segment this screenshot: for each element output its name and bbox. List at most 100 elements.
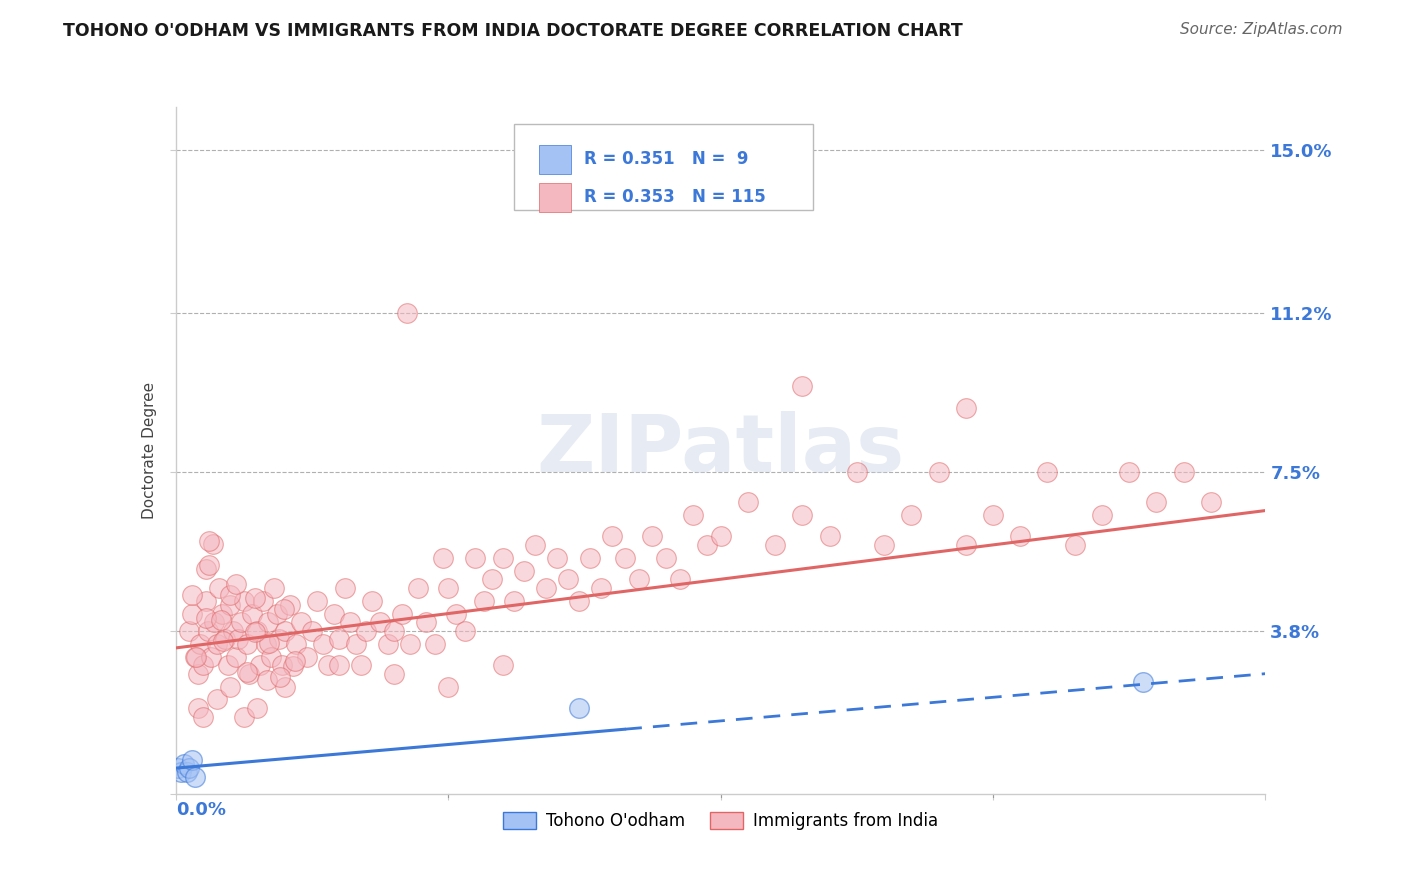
Immigrants from India xyxy=(391,607,413,621)
Immigrants from India xyxy=(281,658,304,673)
Legend: Tohono O'odham, Immigrants from India: Tohono O'odham, Immigrants from India xyxy=(496,805,945,837)
Immigrants from India xyxy=(181,607,204,621)
Immigrants from India xyxy=(981,508,1004,522)
Immigrants from India xyxy=(214,632,236,647)
Immigrants from India xyxy=(382,624,405,638)
Immigrants from India xyxy=(249,658,271,673)
Immigrants from India xyxy=(186,701,209,715)
Immigrants from India xyxy=(219,598,242,612)
Immigrants from India xyxy=(333,581,356,595)
Immigrants from India xyxy=(655,550,678,565)
Tohono O'odham xyxy=(181,753,204,767)
Immigrants from India xyxy=(350,658,373,673)
Immigrants from India xyxy=(307,593,329,607)
Immigrants from India xyxy=(546,550,568,565)
Immigrants from India xyxy=(295,649,318,664)
Immigrants from India xyxy=(225,576,247,591)
Immigrants from India xyxy=(235,637,257,651)
Immigrants from India xyxy=(322,607,344,621)
Immigrants from India xyxy=(818,529,841,543)
Immigrants from India xyxy=(328,632,350,647)
Immigrants from India xyxy=(235,665,257,679)
Immigrants from India xyxy=(472,593,495,607)
Immigrants from India xyxy=(228,632,250,647)
Immigrants from India xyxy=(186,666,209,681)
Immigrants from India xyxy=(252,593,274,607)
Immigrants from India xyxy=(266,607,288,621)
Immigrants from India xyxy=(955,401,977,415)
Immigrants from India xyxy=(696,538,718,552)
Immigrants from India xyxy=(208,581,231,595)
Text: 0.0%: 0.0% xyxy=(176,801,226,819)
Immigrants from India xyxy=(225,649,247,664)
Immigrants from India xyxy=(257,635,280,649)
Immigrants from India xyxy=(446,607,468,621)
Text: R = 0.353   N = 115: R = 0.353 N = 115 xyxy=(585,188,766,206)
Immigrants from India xyxy=(256,673,278,687)
Immigrants from India xyxy=(406,581,429,595)
Immigrants from India xyxy=(179,624,201,638)
Immigrants from India xyxy=(534,581,557,595)
Immigrants from India xyxy=(396,306,419,320)
Tohono O'odham xyxy=(1132,675,1154,690)
Immigrants from India xyxy=(238,666,260,681)
Immigrants from India xyxy=(415,615,437,630)
Immigrants from India xyxy=(955,538,977,552)
Immigrants from India xyxy=(240,607,263,621)
Immigrants from India xyxy=(278,598,301,612)
Immigrants from India xyxy=(368,615,391,630)
Immigrants from India xyxy=(198,558,221,573)
Immigrants from India xyxy=(211,633,233,648)
Immigrants from India xyxy=(269,632,291,647)
Immigrants from India xyxy=(356,624,378,638)
FancyBboxPatch shape xyxy=(513,124,813,211)
Immigrants from India xyxy=(513,564,536,578)
Immigrants from India xyxy=(377,637,399,651)
Immigrants from India xyxy=(274,624,297,638)
Immigrants from India xyxy=(195,611,218,625)
Immigrants from India xyxy=(284,654,307,668)
Immigrants from India xyxy=(1036,465,1059,479)
Immigrants from India xyxy=(254,637,277,651)
Immigrants from India xyxy=(211,607,233,621)
Immigrants from India xyxy=(1118,465,1140,479)
Immigrants from India xyxy=(710,529,733,543)
Immigrants from India xyxy=(792,508,814,522)
Immigrants from India xyxy=(614,550,637,565)
Immigrants from India xyxy=(198,534,221,549)
Immigrants from India xyxy=(243,591,266,605)
Immigrants from India xyxy=(1063,538,1085,552)
Immigrants from India xyxy=(399,637,422,651)
Immigrants from India xyxy=(257,615,280,630)
Immigrants from India xyxy=(195,561,218,575)
Immigrants from India xyxy=(589,581,612,595)
Immigrants from India xyxy=(328,658,350,673)
Immigrants from India xyxy=(492,658,515,673)
Immigrants from India xyxy=(205,637,228,651)
Immigrants from India xyxy=(579,550,602,565)
Immigrants from India xyxy=(568,593,591,607)
Immigrants from India xyxy=(1173,465,1195,479)
Text: TOHONO O'ODHAM VS IMMIGRANTS FROM INDIA DOCTORATE DEGREE CORRELATION CHART: TOHONO O'ODHAM VS IMMIGRANTS FROM INDIA … xyxy=(63,22,963,40)
Immigrants from India xyxy=(641,529,664,543)
Text: Source: ZipAtlas.com: Source: ZipAtlas.com xyxy=(1180,22,1343,37)
Tohono O'odham xyxy=(176,765,198,780)
Immigrants from India xyxy=(184,649,207,664)
Immigrants from India xyxy=(382,666,405,681)
Immigrants from India xyxy=(205,692,228,706)
Immigrants from India xyxy=(668,572,690,586)
Text: R = 0.351   N =  9: R = 0.351 N = 9 xyxy=(585,150,749,169)
Immigrants from India xyxy=(502,593,524,607)
Immigrants from India xyxy=(301,624,323,638)
Immigrants from India xyxy=(201,537,224,551)
Immigrants from India xyxy=(188,637,211,651)
Tohono O'odham xyxy=(173,756,195,771)
Immigrants from India xyxy=(246,624,269,638)
Immigrants from India xyxy=(219,588,242,602)
Immigrants from India xyxy=(219,680,242,694)
Immigrants from India xyxy=(1010,529,1032,543)
Tohono O'odham xyxy=(179,761,201,775)
Immigrants from India xyxy=(191,709,214,723)
Tohono O'odham xyxy=(568,701,591,715)
Immigrants from India xyxy=(231,615,253,630)
